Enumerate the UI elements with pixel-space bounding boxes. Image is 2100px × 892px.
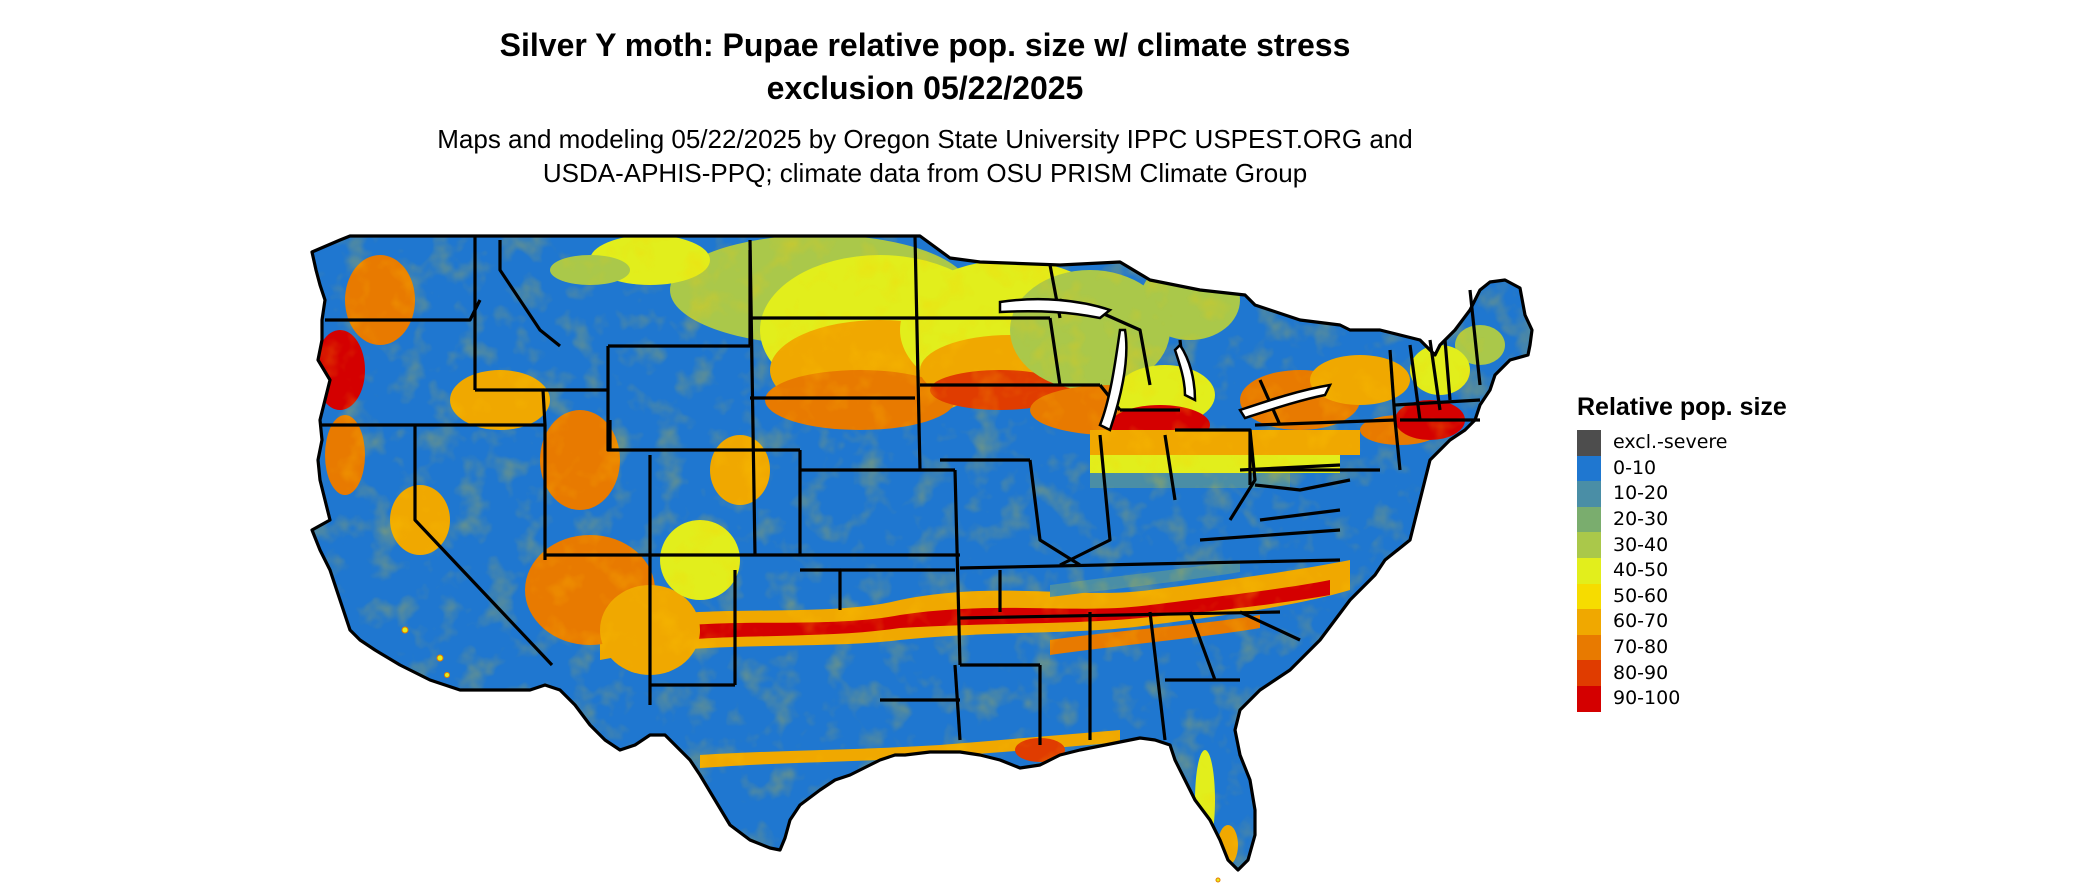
legend-item: excl.-severe	[1577, 430, 1787, 456]
legend-label: 90-100	[1613, 687, 1681, 710]
legend-label: 20-30	[1613, 508, 1669, 531]
legend-item: 90-100	[1577, 685, 1787, 712]
legend-label: 50-60	[1613, 584, 1669, 607]
legend-item: 40-50	[1577, 557, 1787, 584]
coastal-islands	[401, 626, 1221, 883]
legend-swatch	[1577, 430, 1601, 456]
map-title: Silver Y moth: Pupae relative pop. size …	[0, 24, 1850, 110]
legend-item: 70-80	[1577, 634, 1787, 661]
legend-label: 70-80	[1613, 636, 1669, 659]
legend-swatch	[1577, 455, 1601, 482]
legend-title: Relative pop. size	[1577, 393, 1787, 421]
legend-label: excl.-severe	[1613, 431, 1728, 454]
legend-item: 30-40	[1577, 532, 1787, 558]
subtitle-line-2: USDA-APHIS-PPQ; climate data from OSU PR…	[542, 158, 1308, 188]
legend-item: 50-60	[1577, 583, 1787, 610]
map-subtitle: Maps and modeling 05/22/2025 by Oregon S…	[0, 122, 1850, 190]
legend-swatch	[1577, 609, 1601, 635]
legend-label: 30-40	[1613, 533, 1669, 556]
legend-item: 80-90	[1577, 660, 1787, 686]
great-lakes	[998, 297, 1333, 432]
legend-swatch	[1577, 481, 1601, 507]
legend-swatch	[1577, 660, 1601, 686]
legend-items: excl.-severe 0-10 10-20 20-30 30-40 40-50 50-6…	[1577, 430, 1787, 712]
legend-swatch	[1577, 532, 1601, 558]
legend-label: 40-50	[1613, 559, 1669, 582]
legend-label: 60-70	[1613, 610, 1669, 633]
legend-label: 0-10	[1613, 456, 1657, 479]
legend-swatch	[1577, 634, 1601, 661]
legend-item: 20-30	[1577, 506, 1787, 533]
legend-swatch	[1577, 583, 1601, 610]
legend-item: 60-70	[1577, 609, 1787, 635]
legend-label: 80-90	[1613, 661, 1669, 684]
title-line-2: exclusion 05/22/2025	[766, 70, 1084, 106]
subtitle-line-1: Maps and modeling 05/22/2025 by Oregon S…	[437, 124, 1413, 154]
legend-swatch	[1577, 685, 1601, 712]
legend-item: 10-20	[1577, 481, 1787, 507]
state-boundaries	[310, 234, 1534, 872]
title-line-1: Silver Y moth: Pupae relative pop. size …	[499, 27, 1351, 63]
legend-swatch	[1577, 506, 1601, 533]
legend: Relative pop. size excl.-severe 0-10 10-20…	[1577, 392, 1787, 712]
legend-item: 0-10	[1577, 455, 1787, 482]
legend-swatch	[1577, 557, 1601, 584]
legend-label: 10-20	[1613, 482, 1669, 505]
